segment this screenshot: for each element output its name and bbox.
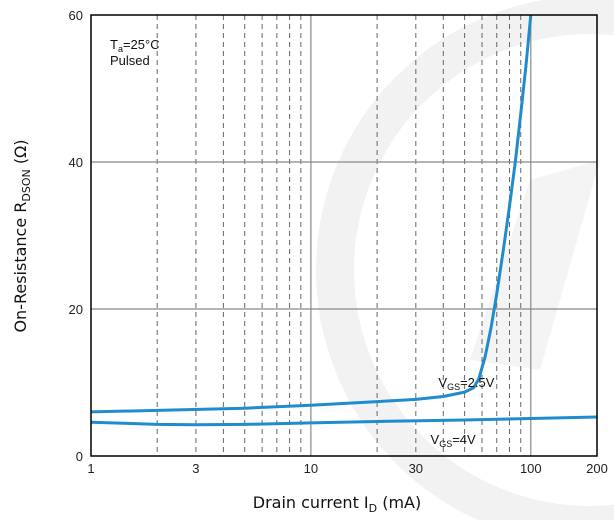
series-label-1: VGS=2.5V — [438, 375, 494, 392]
gridlines — [91, 15, 597, 456]
x-tick-label: 3 — [192, 461, 199, 476]
x-tick-label: 30 — [409, 461, 423, 476]
y-tick-label: 40 — [69, 155, 83, 170]
series-line-2 — [91, 415, 597, 427]
conditions-label: Ta=25°C Pulsed — [110, 37, 160, 68]
x-tick-label: 100 — [520, 461, 542, 476]
series-line-1 — [91, 15, 533, 414]
x-tick-label: 200 — [586, 461, 608, 476]
y-tick-label: 20 — [69, 302, 83, 317]
y-axis-label: On-Resistance RDSON (Ω) — [11, 139, 33, 332]
x-axis-label: Drain current ID (mA) — [253, 493, 422, 515]
series-label-2: VGS=4V — [431, 432, 477, 449]
temperature-label: Ta=25°C — [110, 37, 160, 54]
annotations: VGS=2.5V VGS=4V — [431, 375, 495, 449]
x-tick-label: 1 — [87, 461, 94, 476]
pulsed-label: Pulsed — [110, 53, 150, 68]
y-tick-label: 0 — [76, 449, 83, 464]
plot-frame — [90, 14, 598, 457]
series-layer — [91, 15, 597, 427]
tick-labels: 1 3 10 30 100 200 0 20 40 60 — [69, 8, 608, 476]
y-tick-label: 60 — [69, 8, 83, 23]
x-tick-label: 10 — [304, 461, 318, 476]
